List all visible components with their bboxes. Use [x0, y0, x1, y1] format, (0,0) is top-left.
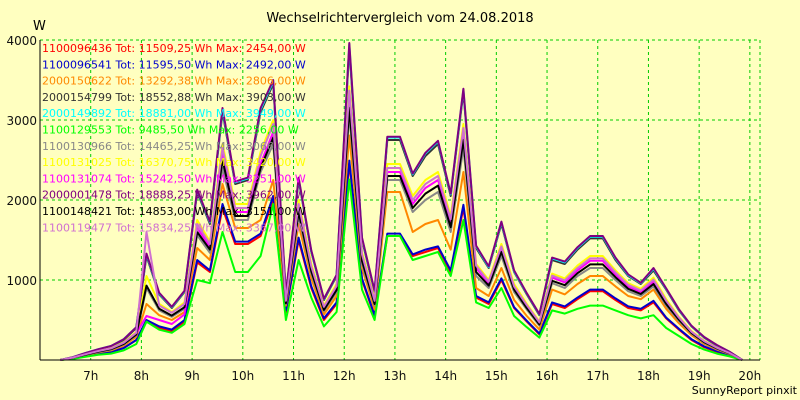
x-tick-label: 12h: [333, 369, 356, 383]
legend-entry-5: 1100129553 Tot: 9485,50 Wh Max: 2256,00 …: [42, 124, 299, 137]
legend-entry-9: 2000001478 Tot: 18888,25 Wh Max: 3962,00…: [42, 189, 306, 202]
legend-entry-0: 1100096436 Tot: 11509,25 Wh Max: 2454,00…: [42, 42, 306, 55]
series-line-8: [60, 98, 743, 361]
series-lines: [60, 42, 743, 361]
legend: 1100096436 Tot: 11509,25 Wh Max: 2454,00…: [42, 42, 306, 234]
legend-entry-2: 2000150622 Tot: 13292,38 Wh Max: 2806,00…: [42, 75, 306, 88]
series-line-5: [60, 178, 743, 361]
legend-entry-8: 1100131074 Tot: 15242,50 Wh Max: 3251,00…: [42, 172, 306, 185]
x-tick-label: 13h: [383, 369, 406, 383]
x-tick-label: 8h: [134, 369, 149, 383]
footer-credit: SunnyReport pinxit: [692, 384, 798, 397]
y-axis-unit: W: [33, 19, 46, 34]
x-tick-label: 15h: [485, 369, 508, 383]
chart-title: Wechselrichtervergleich vom 24.08.2018: [266, 11, 533, 26]
legend-entry-11: 1100119477 Tot: 15834,25 Wh Max: 3367,00…: [42, 221, 306, 234]
legend-entry-10: 1100148421 Tot: 14853,00 Wh Max: 3151,00…: [42, 205, 306, 218]
x-tick-label: 9h: [184, 369, 199, 383]
legend-entry-4: 2000149892 Tot: 18881,00 Wh Max: 3949,00…: [42, 107, 306, 120]
x-tick-label: 20h: [738, 369, 761, 383]
y-tick-label: 3000: [6, 114, 37, 128]
x-tick-label: 11h: [282, 369, 305, 383]
x-tick-label: 14h: [434, 369, 457, 383]
x-tick-label: 16h: [536, 369, 559, 383]
legend-entry-3: 2000154799 Tot: 18552,88 Wh Max: 3903,00…: [42, 91, 306, 104]
x-tick-label: 10h: [231, 369, 254, 383]
x-tick-label: 17h: [586, 369, 609, 383]
series-line-9: [60, 42, 743, 361]
legend-entry-1: 1100096541 Tot: 11595,50 Wh Max: 2492,00…: [42, 58, 306, 71]
x-tick-label: 7h: [83, 369, 98, 383]
y-tick-label: 4000: [6, 34, 37, 48]
y-tick-label: 1000: [6, 274, 37, 288]
x-tick-label: 18h: [637, 369, 660, 383]
x-tick-label: 19h: [688, 369, 711, 383]
axes: 7h 8h 9h 10h 11h 12h 13h 14h 15h 16h 17h 18h 19h 20h 1…: [6, 34, 761, 383]
legend-entry-7: 1100131025 Tot: 16370,75 Wh Max: 3420,00…: [42, 156, 306, 169]
series-line-1: [60, 159, 743, 361]
series-line-2: [60, 134, 743, 361]
series-line-10: [60, 106, 743, 361]
y-tick-label: 2000: [6, 194, 37, 208]
legend-entry-6: 1100130966 Tot: 14465,25 Wh Max: 3066,00…: [42, 140, 306, 153]
series-line-6: [60, 113, 743, 361]
series-line-11: [60, 89, 743, 361]
